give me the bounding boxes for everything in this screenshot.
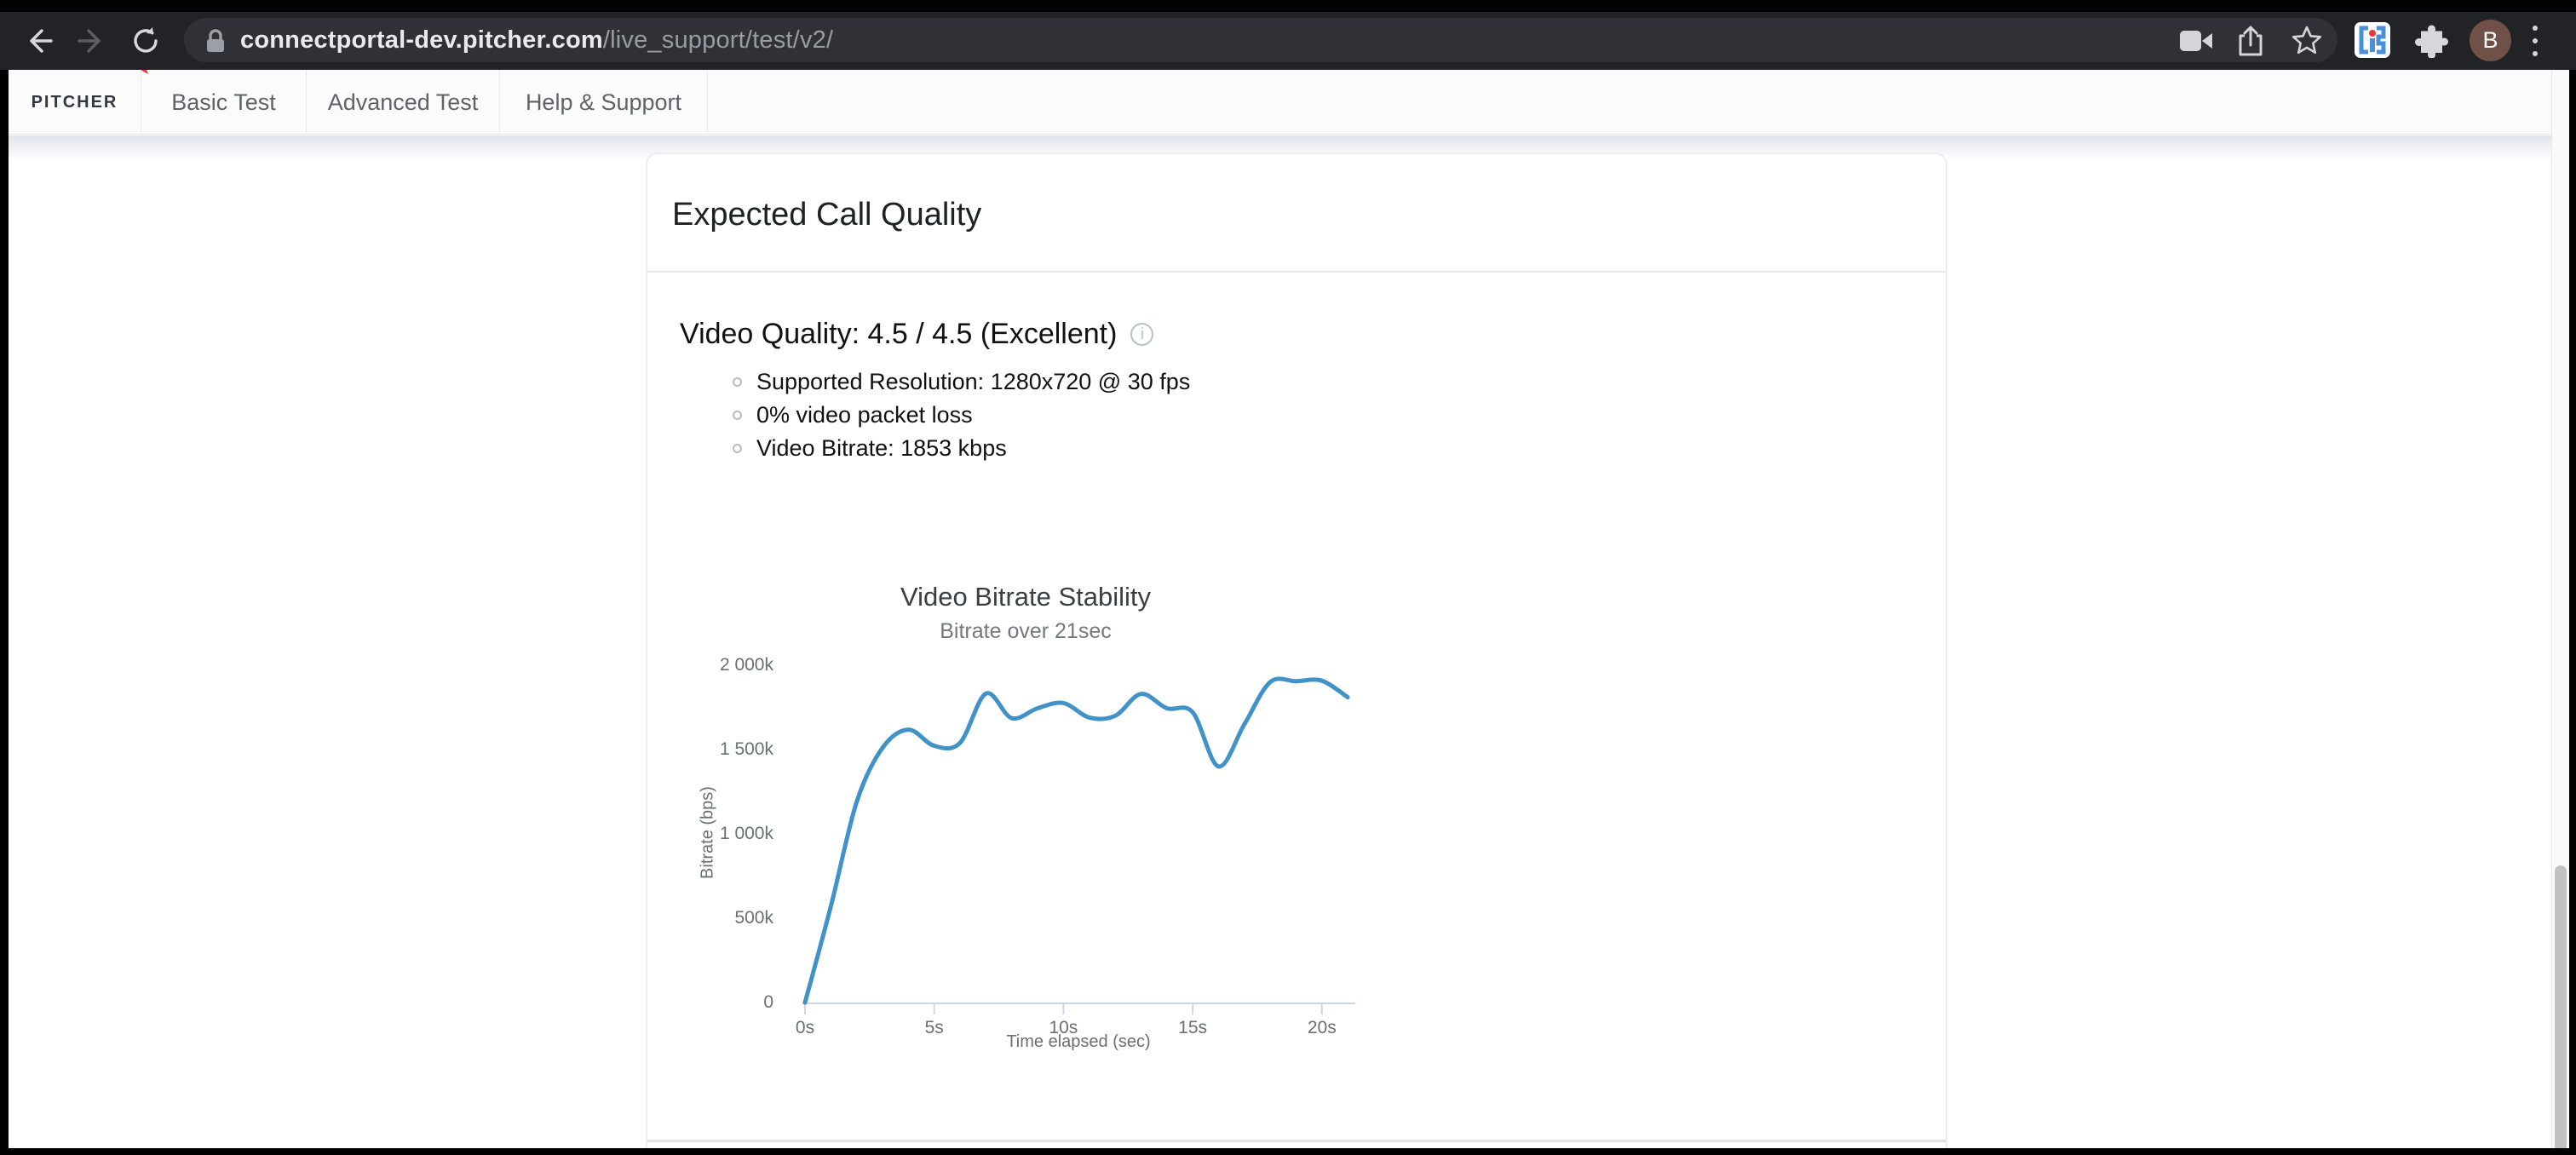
info-glyph: i xyxy=(1140,325,1144,342)
bullet-text: Supported Resolution: 1280x720 @ 30 fps xyxy=(756,369,1191,394)
list-item: 0% video packet loss xyxy=(733,399,1190,432)
y-tick-label: 0 xyxy=(763,992,773,1012)
bitrate-stability-chart: Video Bitrate Stability Bitrate over 21s… xyxy=(693,568,1358,1062)
address-bar[interactable]: connectportal-dev.pitcher.com/live_suppo… xyxy=(184,18,2337,62)
camera-icon[interactable] xyxy=(2178,23,2214,59)
card-title: Expected Call Quality xyxy=(672,197,982,233)
url-domain: connectportal-dev.pitcher.com xyxy=(240,26,603,54)
browser-menu-icon[interactable] xyxy=(2527,26,2544,56)
bullet-icon xyxy=(733,444,742,453)
y-tick-label: 1 500k xyxy=(719,739,773,759)
tab-help-support[interactable]: Help & Support xyxy=(500,70,708,135)
bookmark-star-icon[interactable] xyxy=(2289,23,2325,59)
card-header-divider xyxy=(647,271,1946,273)
tab-label: Help & Support xyxy=(525,89,682,115)
tab-basic-test[interactable]: Basic Test xyxy=(141,70,307,135)
back-button[interactable] xyxy=(17,20,60,62)
video-quality-text: Video Quality: 4.5 / 4.5 (Excellent) xyxy=(680,318,1118,350)
scrollbar-thumb[interactable] xyxy=(2555,865,2567,1148)
info-icon[interactable]: i xyxy=(1130,323,1154,346)
x-tick-label: 10s xyxy=(1049,1018,1078,1037)
list-item: Supported Resolution: 1280x720 @ 30 fps xyxy=(733,365,1190,399)
site-navbar: PITCHER Basic Test Advanced Test Help & … xyxy=(9,70,2569,135)
list-item: Video Bitrate: 1853 kbps xyxy=(733,432,1190,465)
scrollbar-track[interactable] xyxy=(2551,70,2569,1148)
expected-call-quality-card: Expected Call Quality Video Quality: 4.5… xyxy=(646,152,1947,1148)
lock-icon xyxy=(198,23,233,59)
web-page: PITCHER Basic Test Advanced Test Help & … xyxy=(9,70,2569,1148)
y-tick-label: 500k xyxy=(734,908,773,928)
bullet-text: Video Bitrate: 1853 kbps xyxy=(756,435,1007,461)
extension-icon[interactable] xyxy=(2355,22,2390,58)
x-tick-label: 20s xyxy=(1307,1018,1337,1037)
url-text[interactable]: connectportal-dev.pitcher.com/live_suppo… xyxy=(240,18,833,62)
logo-text: PITCHER xyxy=(31,92,118,112)
forward-button[interactable] xyxy=(71,20,113,62)
url-path: /live_support/test/v2/ xyxy=(602,26,834,54)
window-top-strip xyxy=(0,0,2576,12)
bullet-text: 0% video packet loss xyxy=(756,402,973,428)
x-tick-label: 0s xyxy=(795,1018,815,1037)
chart-title: Video Bitrate Stability xyxy=(900,582,1152,612)
refresh-button[interactable] xyxy=(124,20,167,62)
chart-subtitle: Bitrate over 21sec xyxy=(940,619,1112,643)
quality-bullet-list: Supported Resolution: 1280x720 @ 30 fps … xyxy=(733,365,1190,465)
chart-plot xyxy=(802,676,1356,1014)
x-tick-label: 5s xyxy=(924,1018,944,1037)
card-section-divider xyxy=(647,1140,1946,1142)
tab-advanced-test[interactable]: Advanced Test xyxy=(307,70,500,135)
avatar-letter: B xyxy=(2482,27,2498,53)
browser-toolbar: connectportal-dev.pitcher.com/live_suppo… xyxy=(0,0,2576,70)
x-tick-label: 15s xyxy=(1178,1018,1208,1037)
share-icon[interactable] xyxy=(2233,23,2268,59)
pitcher-logo[interactable]: PITCHER xyxy=(9,70,152,135)
y-tick-label: 2 000k xyxy=(719,655,773,675)
bullet-icon xyxy=(733,377,742,387)
tab-label: Basic Test xyxy=(171,89,276,115)
tab-label: Advanced Test xyxy=(327,89,479,115)
video-quality-summary: Video Quality: 4.5 / 4.5 (Excellent) i xyxy=(680,318,1154,351)
bullet-icon xyxy=(733,411,742,420)
y-tick-label: 1 000k xyxy=(719,824,773,843)
extensions-puzzle-icon[interactable] xyxy=(2410,20,2452,62)
profile-avatar[interactable]: B xyxy=(2470,20,2511,61)
x-axis-title: Time elapsed (sec) xyxy=(1006,1032,1151,1051)
